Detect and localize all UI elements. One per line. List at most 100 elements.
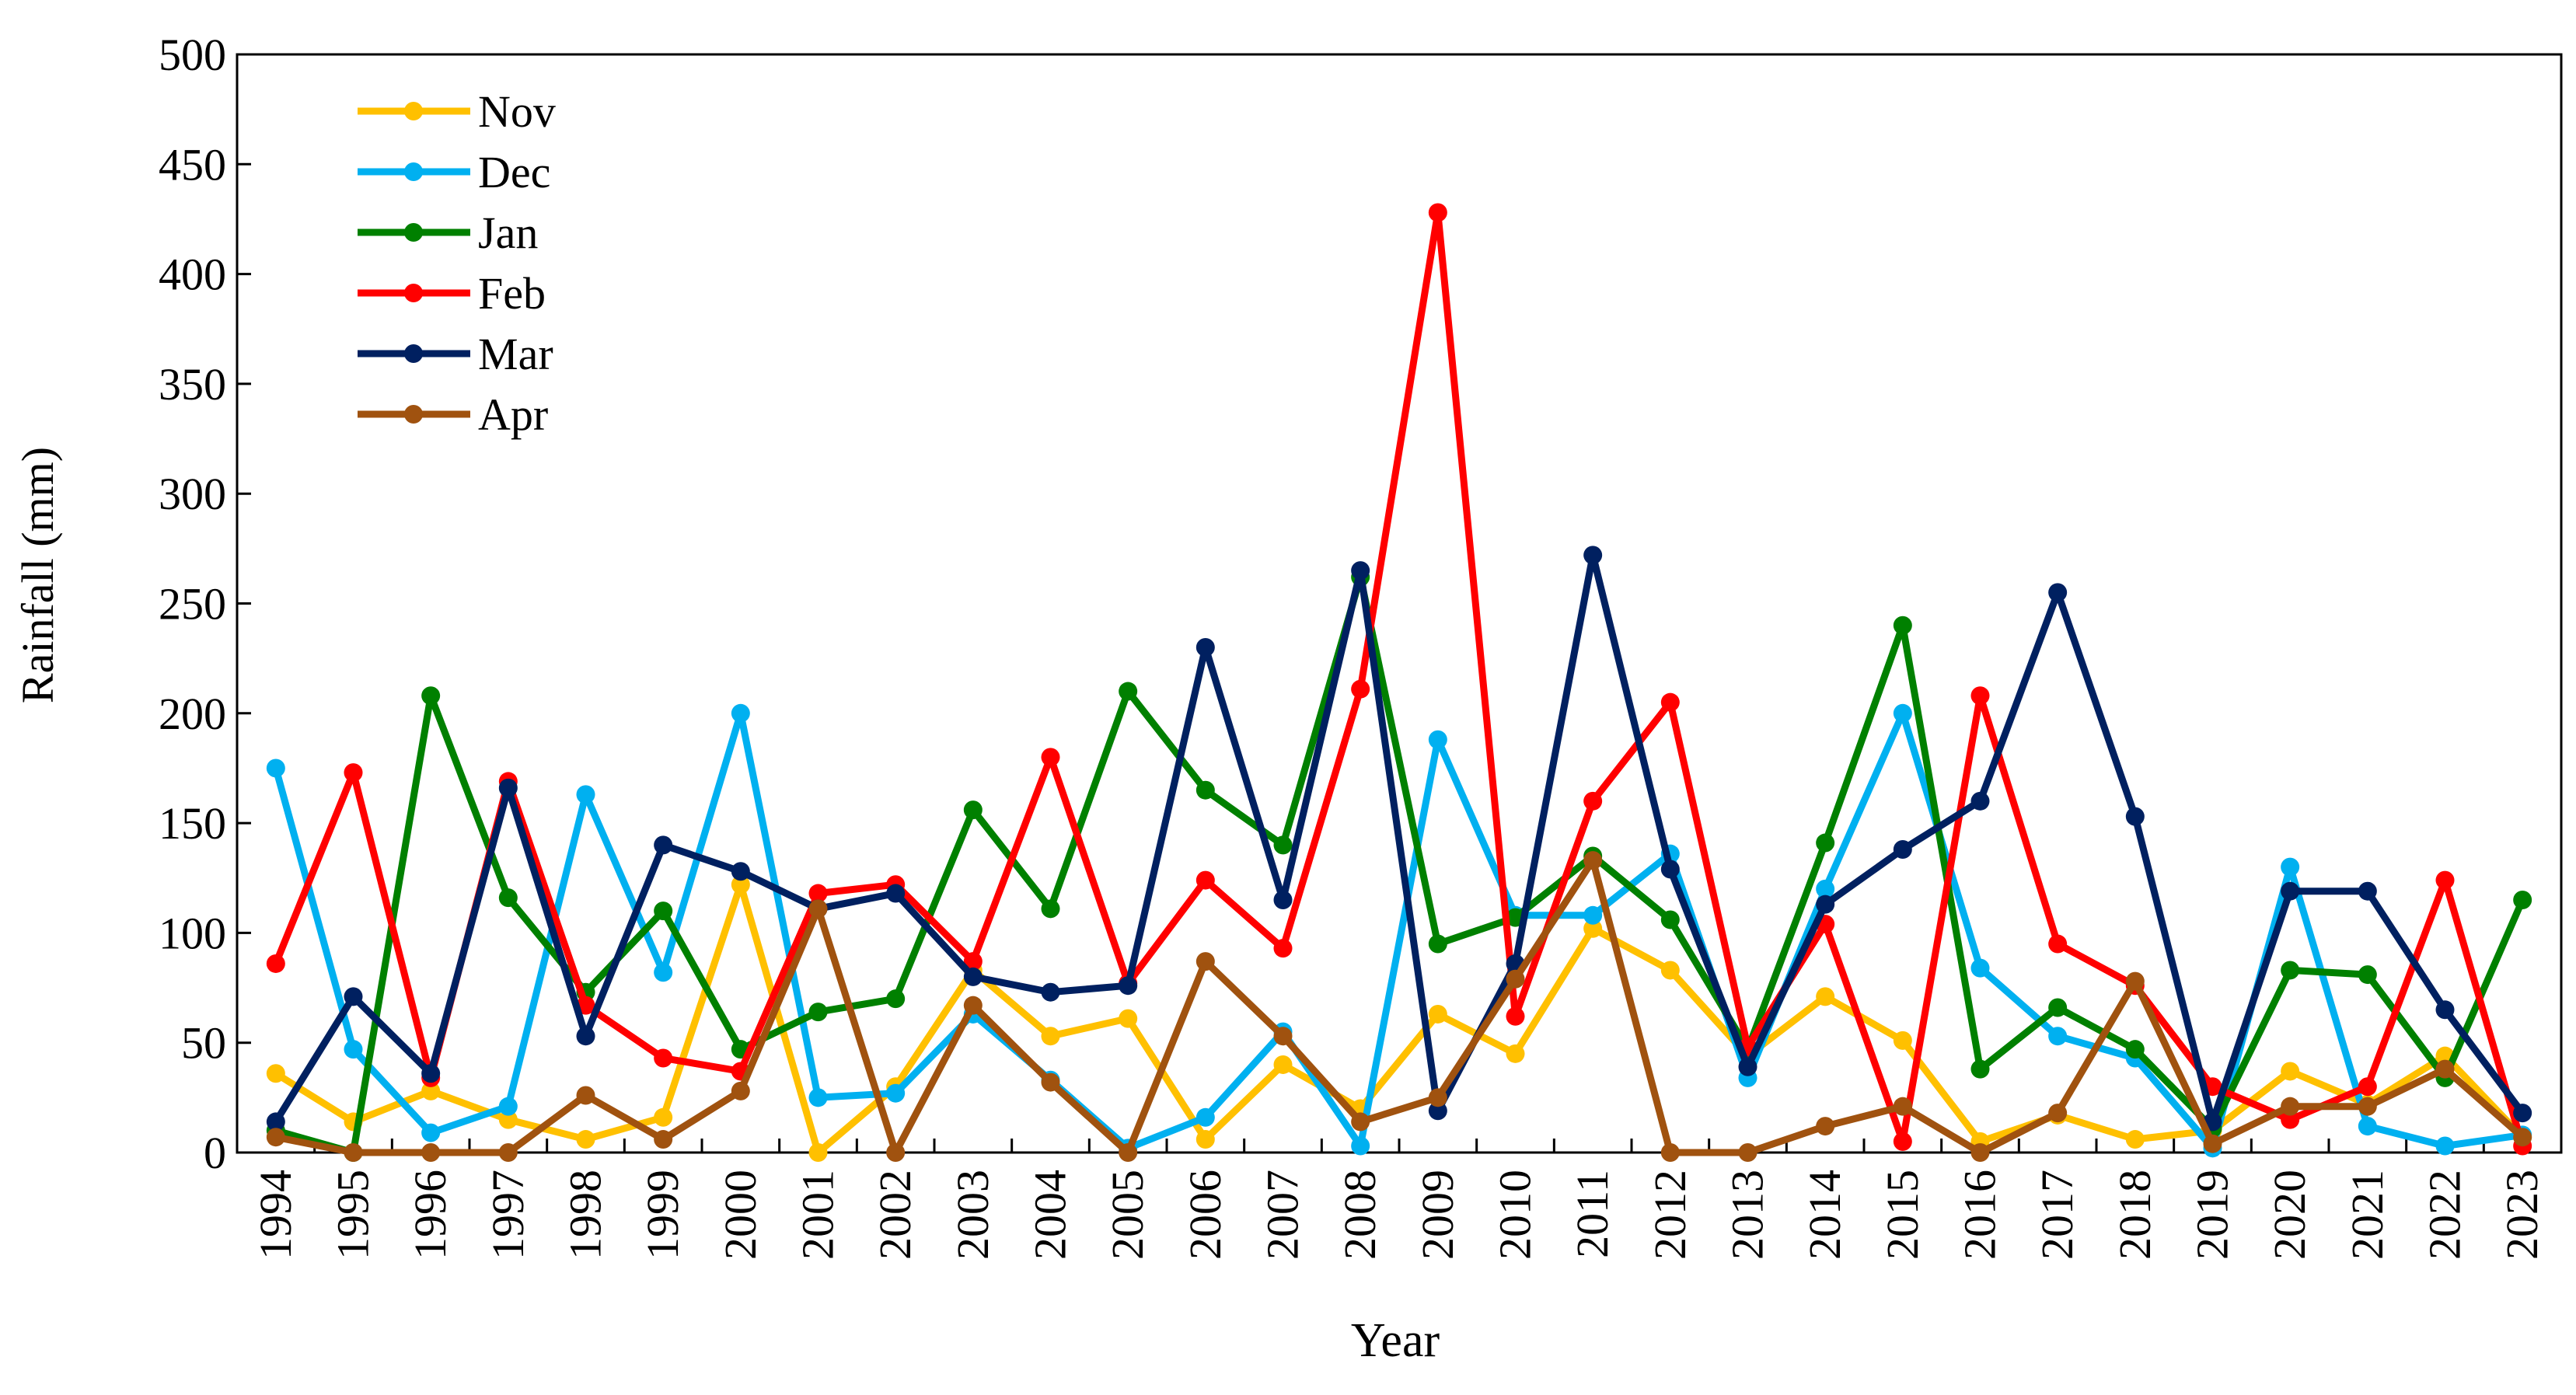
data-point-jan — [808, 1003, 828, 1022]
data-point-feb — [2435, 870, 2455, 890]
data-point-nov — [1196, 1130, 1215, 1149]
x-tick-label: 2015 — [1877, 1170, 1928, 1260]
legend-label: Apr — [478, 389, 548, 440]
data-point-mar — [1893, 840, 1912, 860]
x-tick-label: 1999 — [637, 1170, 688, 1260]
x-tick-label: 2016 — [1955, 1170, 2005, 1260]
x-tick-label: 1995 — [328, 1170, 379, 1260]
data-point-mar — [963, 967, 983, 986]
data-point-dec — [2281, 857, 2300, 877]
data-point-apr — [2203, 1134, 2222, 1153]
data-point-mar — [1970, 791, 1990, 811]
data-point-mar — [1041, 982, 1060, 1002]
data-point-dec — [1196, 1107, 1215, 1127]
data-point-apr — [2125, 971, 2145, 991]
data-point-feb — [808, 884, 828, 903]
data-point-jan — [2125, 1040, 2145, 1059]
data-point-dec — [344, 1040, 363, 1059]
x-tick-label: 2001 — [793, 1170, 843, 1260]
series-line-jan — [274, 574, 2526, 1156]
series-line-dec — [272, 710, 2523, 1152]
series-line-nov — [274, 881, 2525, 1156]
y-tick-label: 100 — [159, 908, 226, 958]
data-point-apr — [1506, 969, 1525, 989]
data-point-apr — [1273, 1027, 1293, 1046]
x-tick-label: 2020 — [2264, 1170, 2315, 1260]
data-point-nov — [576, 1130, 595, 1149]
data-point-apr — [2513, 1128, 2532, 1147]
x-tick-label: 2007 — [1258, 1170, 1308, 1260]
data-point-mar — [1660, 860, 1680, 879]
y-tick-label: 250 — [159, 579, 226, 629]
data-point-jan — [963, 800, 983, 820]
series-mar — [266, 546, 2532, 1132]
x-tick-label: 2002 — [870, 1170, 920, 1260]
data-point-jan — [886, 989, 906, 1009]
data-point-mar — [731, 862, 750, 881]
data-point-mar — [2125, 807, 2145, 826]
data-point-nov — [2281, 1062, 2300, 1081]
legend: Nov Dec Jan Feb Mar Apr — [358, 86, 556, 440]
data-point-dec — [1428, 730, 1447, 749]
x-tick-label: 2022 — [2420, 1170, 2470, 1260]
legend-swatch-marker — [404, 405, 423, 424]
x-tick-label: 2023 — [2497, 1170, 2547, 1260]
x-tick-label: 2021 — [2342, 1170, 2393, 1260]
data-point-nov — [1119, 1009, 1138, 1028]
legend-item-mar: Mar — [358, 329, 553, 379]
data-point-nov — [808, 1143, 828, 1162]
data-point-dec — [266, 759, 285, 778]
data-point-nov — [498, 1110, 518, 1129]
y-tick-label: 500 — [159, 30, 226, 80]
data-point-apr — [1351, 1112, 1370, 1132]
data-point-jan — [2281, 961, 2300, 980]
x-tick-label: 1996 — [405, 1170, 456, 1260]
legend-label: Jan — [478, 208, 538, 258]
legend-swatch-marker — [404, 344, 423, 363]
legend-swatch-marker — [404, 284, 423, 302]
data-point-jan — [1970, 1059, 1990, 1079]
data-point-jan — [1816, 833, 1835, 853]
data-point-mar — [344, 987, 363, 1006]
data-point-dec — [2048, 1027, 2068, 1046]
data-point-feb — [1970, 686, 1990, 706]
x-tick-label: 1998 — [560, 1170, 611, 1260]
data-point-apr — [266, 1128, 285, 1147]
data-point-apr — [1738, 1143, 1757, 1162]
x-axis-title: Year — [1351, 1314, 1440, 1367]
data-point-dec — [2358, 1117, 2377, 1136]
data-point-nov — [1273, 1055, 1293, 1074]
data-point-mar — [576, 1027, 595, 1046]
data-point-feb — [1428, 203, 1447, 222]
data-point-apr — [1428, 1088, 1447, 1107]
data-point-jan — [2048, 998, 2068, 1017]
legend-swatch-marker — [404, 223, 423, 242]
data-point-feb — [1273, 939, 1293, 958]
y-tick-label: 400 — [159, 249, 226, 300]
data-point-mar — [2358, 881, 2377, 901]
data-point-dec — [1893, 703, 1912, 723]
y-tick-label: 200 — [159, 689, 226, 739]
data-point-nov — [1041, 1027, 1060, 1046]
series-line-mar — [272, 551, 2525, 1125]
data-point-nov — [2125, 1130, 2145, 1149]
data-point-jan — [1893, 616, 1912, 635]
data-point-jan — [2513, 891, 2532, 910]
legend-item-apr: Apr — [358, 389, 548, 440]
data-point-nov — [266, 1064, 285, 1083]
y-tick-label: 450 — [159, 139, 226, 190]
data-point-apr — [963, 996, 983, 1015]
legend-item-nov: Nov — [358, 86, 556, 137]
data-point-feb — [963, 952, 983, 971]
data-point-feb — [654, 1048, 673, 1068]
legend-label: Dec — [478, 147, 550, 197]
axes-group: 0 50 100 150 200 250 300 350 400 450 500 1994 1995 19… — [159, 30, 2563, 1260]
data-point-dec — [808, 1088, 828, 1107]
data-point-feb — [1660, 692, 1680, 712]
data-point-mar — [1196, 638, 1215, 657]
data-point-mar — [1428, 1101, 1447, 1121]
data-point-nov — [1660, 961, 1680, 980]
data-point-jan — [2358, 965, 2377, 985]
data-point-apr — [1119, 1143, 1138, 1162]
x-tick-label: 2005 — [1102, 1170, 1153, 1260]
